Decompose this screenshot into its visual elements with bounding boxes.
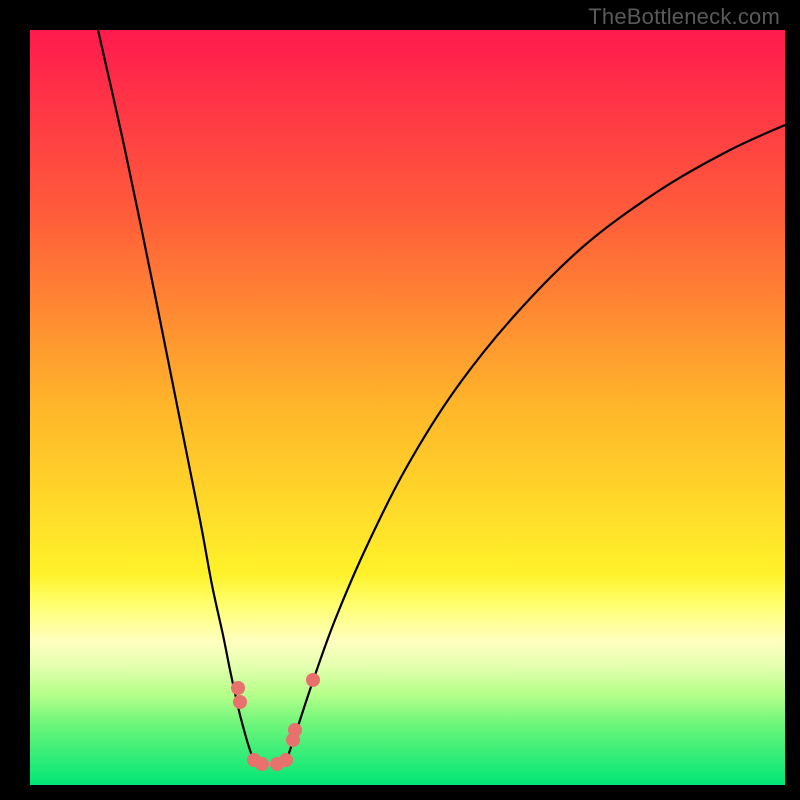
data-marker (306, 673, 320, 687)
data-marker (233, 695, 247, 709)
left-curve (98, 30, 255, 765)
data-marker (288, 723, 302, 737)
data-marker (279, 753, 293, 767)
watermark-text: TheBottleneck.com (588, 4, 780, 30)
chart-svg (0, 0, 800, 800)
marker-group (231, 673, 320, 771)
data-marker (255, 757, 269, 771)
right-curve (285, 125, 785, 765)
data-marker (231, 681, 245, 695)
